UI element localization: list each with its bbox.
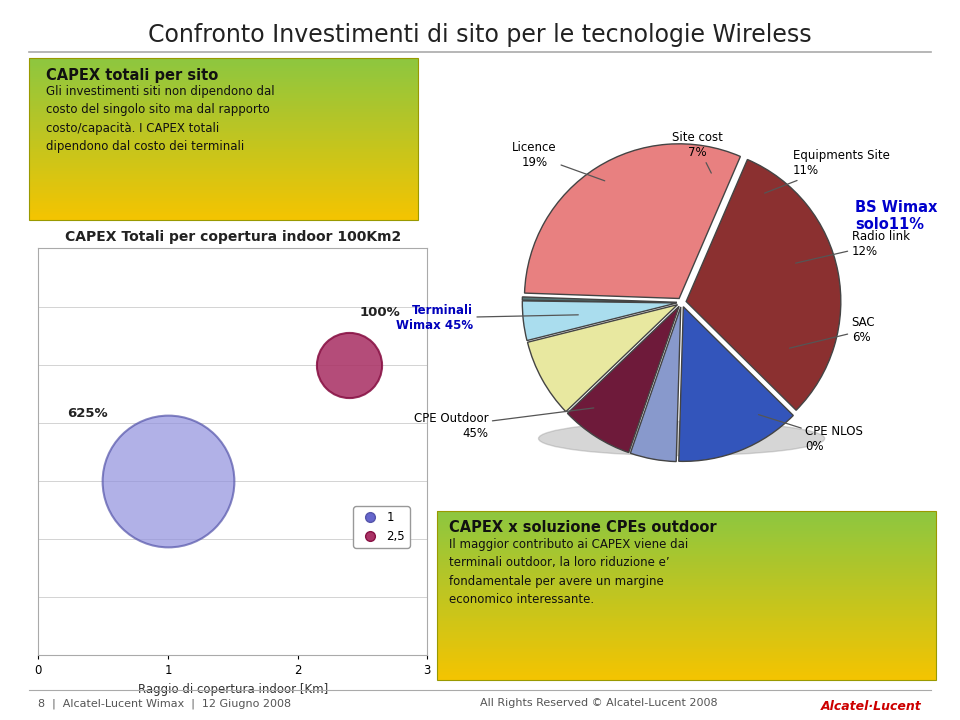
Title: CAPEX Totali per copertura indoor 100Km2: CAPEX Totali per copertura indoor 100Km2 bbox=[64, 230, 401, 245]
Wedge shape bbox=[679, 307, 793, 462]
Wedge shape bbox=[522, 301, 677, 341]
X-axis label: Raggio di copertura indoor [Km]: Raggio di copertura indoor [Km] bbox=[137, 683, 328, 696]
Text: BS Wimax
solo11%: BS Wimax solo11% bbox=[854, 199, 937, 232]
Text: Site cost
7%: Site cost 7% bbox=[672, 130, 723, 173]
Text: CPE NLOS
0%: CPE NLOS 0% bbox=[758, 415, 863, 452]
Text: SAC
6%: SAC 6% bbox=[789, 316, 876, 348]
Wedge shape bbox=[567, 306, 679, 453]
Text: Gli investimenti siti non dipendono dal
costo del singolo sito ma dal rapporto
c: Gli investimenti siti non dipendono dal … bbox=[46, 85, 275, 153]
Text: Terminali
Wimax 45%: Terminali Wimax 45% bbox=[396, 304, 578, 332]
Wedge shape bbox=[686, 160, 841, 410]
Text: Alcatel·Lucent: Alcatel·Lucent bbox=[821, 700, 922, 713]
Wedge shape bbox=[524, 144, 740, 299]
Point bbox=[160, 475, 176, 487]
Text: CAPEX x soluzione CPEs outdoor: CAPEX x soluzione CPEs outdoor bbox=[449, 520, 717, 535]
Legend: 1, 2,5: 1, 2,5 bbox=[353, 506, 410, 548]
Text: CPE Outdoor
45%: CPE Outdoor 45% bbox=[414, 408, 594, 440]
Text: 100%: 100% bbox=[360, 306, 400, 319]
Text: Licence
19%: Licence 19% bbox=[513, 141, 605, 181]
Text: Radio link
12%: Radio link 12% bbox=[796, 230, 910, 263]
Text: Il maggior contributo ai CAPEX viene dai
terminali outdoor, la loro riduzione e’: Il maggior contributo ai CAPEX viene dai… bbox=[449, 538, 688, 606]
Wedge shape bbox=[528, 305, 678, 412]
Text: Confronto Investimenti di sito per le tecnologie Wireless: Confronto Investimenti di sito per le te… bbox=[148, 23, 812, 47]
Text: 625%: 625% bbox=[67, 407, 108, 420]
Text: Equipments Site
11%: Equipments Site 11% bbox=[764, 149, 890, 193]
Wedge shape bbox=[631, 307, 681, 462]
Text: CAPEX totali per sito: CAPEX totali per sito bbox=[46, 68, 218, 84]
Text: 8  |  Alcatel-Lucent Wimax  |  12 Giugno 2008: 8 | Alcatel-Lucent Wimax | 12 Giugno 200… bbox=[38, 698, 292, 709]
Point bbox=[342, 359, 357, 370]
Ellipse shape bbox=[539, 421, 825, 456]
Text: All Rights Reserved © Alcatel-Lucent 2008: All Rights Reserved © Alcatel-Lucent 200… bbox=[480, 698, 718, 708]
Wedge shape bbox=[522, 297, 677, 302]
